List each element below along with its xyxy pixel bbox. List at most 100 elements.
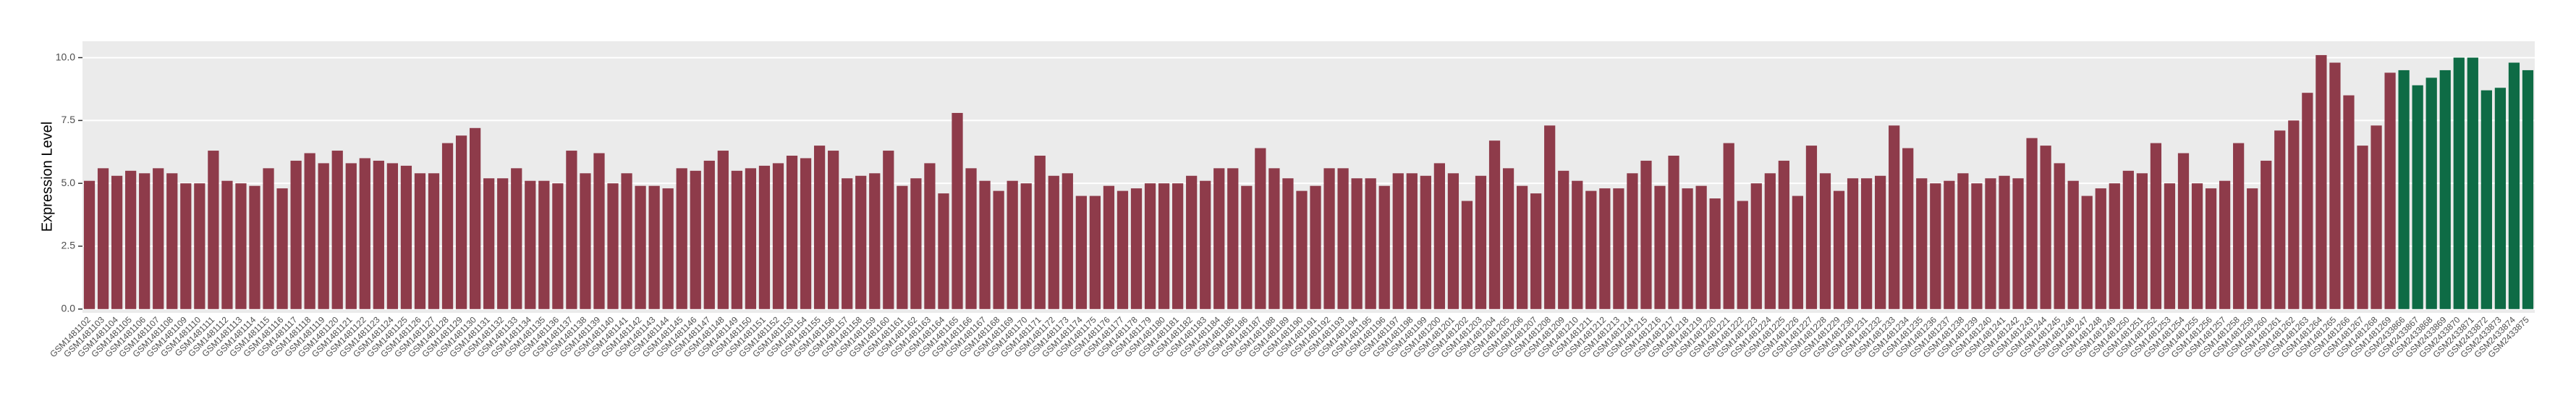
bar — [1709, 198, 1721, 309]
bar — [813, 146, 826, 309]
bar — [1475, 175, 1487, 309]
bar — [2494, 88, 2507, 309]
bar — [2261, 160, 2272, 309]
bar — [1488, 140, 1501, 309]
bar — [2109, 183, 2120, 309]
bar — [828, 151, 839, 309]
bar — [2522, 70, 2534, 309]
bar — [276, 188, 288, 309]
bar — [1860, 178, 1873, 309]
bar — [1889, 125, 1900, 309]
bar — [869, 173, 881, 309]
bar — [139, 173, 151, 309]
bar — [1695, 185, 1707, 309]
bar — [249, 185, 260, 309]
bar — [153, 168, 164, 309]
bar — [1158, 183, 1170, 309]
bar — [924, 163, 936, 309]
bar — [1957, 173, 1969, 309]
bar — [1392, 173, 1404, 309]
bar — [1572, 180, 1583, 309]
bar — [1723, 143, 1734, 309]
bar — [855, 175, 867, 309]
bar — [166, 173, 178, 309]
bar — [1075, 196, 1087, 309]
bar — [235, 183, 247, 309]
bar — [194, 183, 206, 309]
bar — [1117, 190, 1129, 309]
bar — [1668, 155, 1679, 309]
bar — [717, 151, 729, 309]
bar — [1130, 188, 1143, 309]
bar — [2012, 178, 2024, 309]
bar — [2164, 183, 2176, 309]
bar — [1750, 183, 1762, 309]
bar — [2122, 170, 2134, 309]
bar — [607, 183, 619, 309]
bar — [1007, 180, 1018, 309]
bar — [2026, 138, 2038, 309]
bar — [1062, 173, 1073, 309]
bar — [1902, 148, 1914, 309]
bar — [1296, 190, 1308, 309]
bar — [2480, 90, 2492, 309]
bar — [566, 151, 577, 309]
bar — [1103, 185, 1115, 309]
bar — [2136, 173, 2148, 309]
bar — [497, 178, 509, 309]
y-tick-label: 5.0 — [62, 177, 76, 188]
bar — [2439, 70, 2451, 309]
bar — [2288, 120, 2300, 309]
bar — [938, 193, 949, 309]
bar — [1433, 163, 1445, 309]
bar — [800, 158, 812, 309]
bar — [1792, 196, 1804, 309]
bar — [1640, 160, 1652, 309]
bar — [2384, 72, 2396, 309]
bar — [1089, 196, 1101, 309]
bar — [648, 185, 660, 309]
bar — [1282, 178, 1294, 309]
bar — [483, 178, 495, 309]
bar — [593, 153, 605, 309]
bar — [111, 175, 123, 309]
bar — [703, 160, 715, 309]
bar — [331, 151, 343, 309]
bar — [2343, 95, 2355, 309]
bar — [441, 143, 454, 309]
bar — [1654, 185, 1666, 309]
bar — [221, 180, 233, 309]
bar — [552, 183, 564, 309]
bar — [1999, 175, 2010, 309]
bar — [979, 180, 991, 309]
bar — [470, 127, 481, 309]
bar — [2067, 180, 2079, 309]
bar — [1558, 170, 1569, 309]
bar — [2357, 146, 2368, 309]
bar — [400, 165, 412, 309]
bar — [373, 160, 384, 309]
bar — [538, 180, 550, 309]
y-axis-label: Expression Level — [39, 122, 55, 232]
bar — [2219, 180, 2231, 309]
bar — [2274, 130, 2286, 309]
bar — [690, 170, 701, 309]
bar — [1020, 183, 1032, 309]
bar — [883, 151, 894, 309]
bar — [1337, 168, 1349, 309]
bar — [180, 183, 192, 309]
bar — [208, 151, 219, 309]
bar — [1406, 173, 1418, 309]
bar — [2233, 143, 2245, 309]
bar — [1351, 178, 1363, 309]
bar — [745, 168, 757, 309]
y-tick-label: 7.5 — [62, 114, 76, 125]
bar — [1778, 160, 1789, 309]
bar — [1833, 190, 1845, 309]
bar — [662, 188, 674, 309]
bar — [1144, 183, 1156, 309]
bar — [758, 165, 771, 309]
bar — [2150, 143, 2162, 309]
bar — [345, 163, 357, 309]
